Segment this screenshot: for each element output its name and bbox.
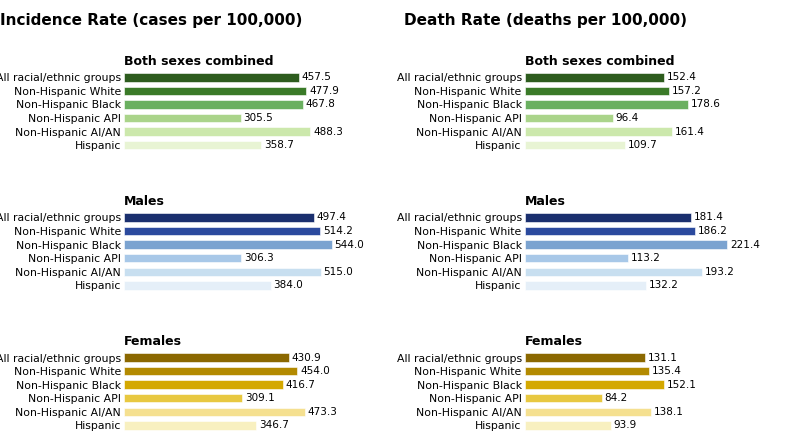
Bar [525,87,669,95]
Text: 157.2: 157.2 [671,86,702,96]
Text: 186.2: 186.2 [698,226,728,236]
Text: 193.2: 193.2 [704,267,734,277]
Text: 152.4: 152.4 [667,72,697,82]
Text: 306.3: 306.3 [244,253,274,263]
Text: 131.1: 131.1 [647,352,678,363]
Text: 488.3: 488.3 [314,127,343,137]
Bar [525,254,628,262]
Text: 178.6: 178.6 [691,100,721,109]
Bar [124,100,302,108]
Bar [525,421,610,430]
Text: Males: Males [525,195,566,208]
Text: Both sexes combined: Both sexes combined [525,55,674,68]
Bar [124,213,314,222]
Text: 384.0: 384.0 [274,280,303,290]
Text: 544.0: 544.0 [334,239,364,250]
Bar [525,367,649,375]
Bar [124,281,270,289]
Text: 514.2: 514.2 [323,226,353,236]
Text: 152.1: 152.1 [666,380,697,390]
Bar [124,227,320,235]
Bar [525,73,664,82]
Bar [124,367,298,375]
Bar [525,268,702,276]
Text: Females: Females [525,335,582,348]
Text: Both sexes combined: Both sexes combined [124,55,274,68]
Bar [124,394,242,403]
Text: 454.0: 454.0 [300,366,330,376]
Text: 515.0: 515.0 [323,267,353,277]
Text: Incidence Rate (cases per 100,000): Incidence Rate (cases per 100,000) [0,13,302,28]
Bar [124,127,310,136]
Bar [525,227,695,235]
Bar [124,421,256,430]
Bar [124,87,306,95]
Bar [124,254,241,262]
Text: 358.7: 358.7 [264,140,294,150]
Bar [124,353,289,362]
Text: 305.5: 305.5 [243,113,273,123]
Bar [124,141,261,149]
Text: 135.4: 135.4 [651,366,682,376]
Text: 309.1: 309.1 [245,393,274,403]
Text: 221.4: 221.4 [730,239,760,250]
Bar [525,213,690,222]
Text: 473.3: 473.3 [307,407,338,417]
Text: 96.4: 96.4 [616,113,639,123]
Bar [124,407,305,416]
Text: 132.2: 132.2 [649,280,678,290]
Text: 416.7: 416.7 [286,380,316,390]
Text: 109.7: 109.7 [628,140,658,150]
Text: 84.2: 84.2 [605,393,628,403]
Bar [525,114,613,122]
Text: 477.9: 477.9 [310,86,339,96]
Bar [124,381,283,389]
Bar [124,73,298,82]
Bar [525,141,625,149]
Text: 457.5: 457.5 [302,72,331,82]
Bar [124,268,321,276]
Text: Death Rate (deaths per 100,000): Death Rate (deaths per 100,000) [404,13,687,28]
Bar [525,394,602,403]
Text: Females: Females [124,335,182,348]
Text: 93.9: 93.9 [614,420,637,430]
Bar [525,127,673,136]
Text: 161.4: 161.4 [675,127,705,137]
Text: 138.1: 138.1 [654,407,684,417]
Bar [525,240,727,249]
Bar [525,407,651,416]
Bar [124,114,241,122]
Text: 430.9: 430.9 [291,352,321,363]
Text: Males: Males [124,195,165,208]
Text: 113.2: 113.2 [631,253,661,263]
Text: 467.8: 467.8 [306,100,335,109]
Text: 346.7: 346.7 [259,420,289,430]
Text: 181.4: 181.4 [694,213,723,222]
Bar [525,100,688,108]
Bar [525,353,645,362]
Bar [525,281,646,289]
Bar [124,240,332,249]
Text: 497.4: 497.4 [317,213,346,222]
Bar [525,381,664,389]
